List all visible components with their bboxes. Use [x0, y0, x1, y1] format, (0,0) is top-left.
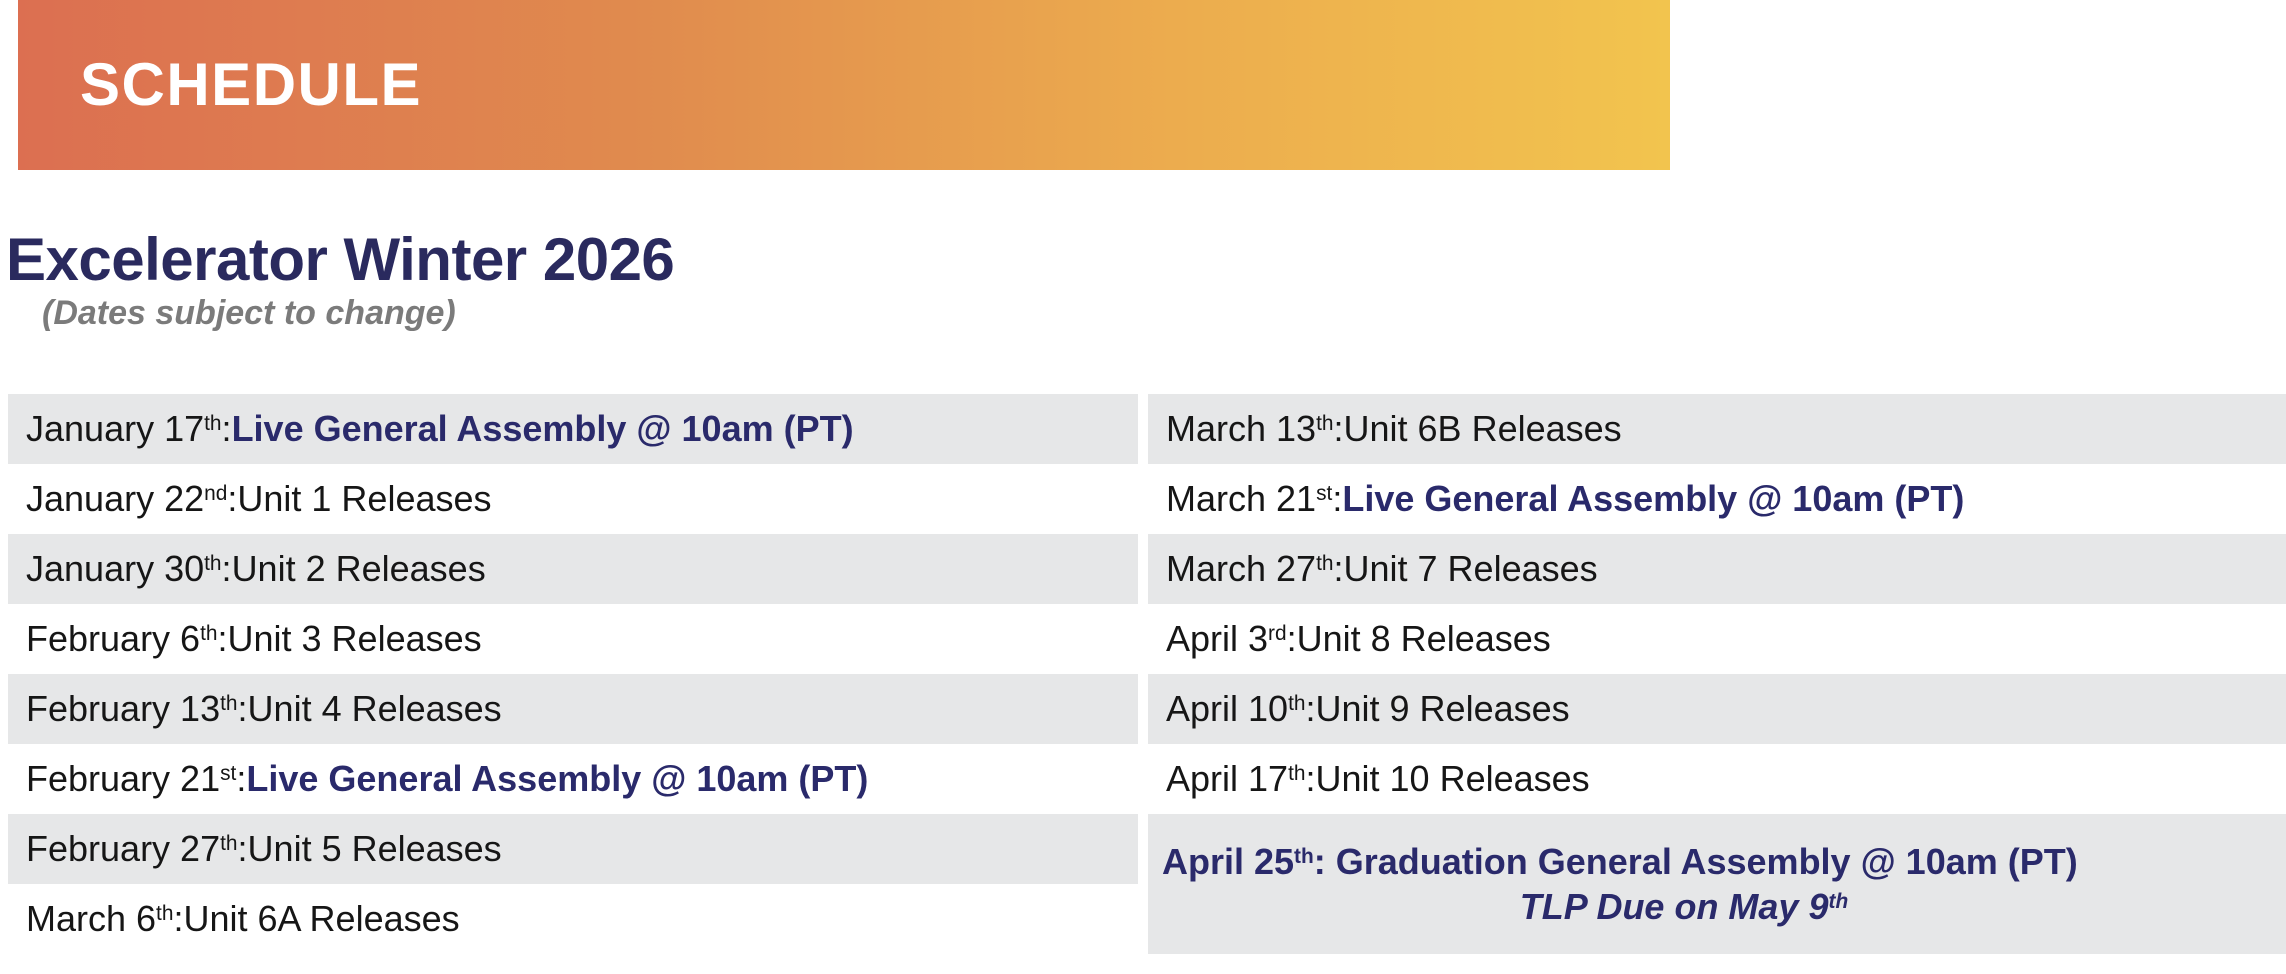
schedule-banner: SCHEDULE: [18, 0, 1670, 170]
date-ordinal-suffix: th: [204, 552, 222, 576]
schedule-row-date: January 17th: [26, 408, 222, 449]
schedule-row-date: March 27th: [1166, 548, 1334, 589]
schedule-column-left: January 17th: Live General Assembly @ 10…: [8, 394, 1138, 954]
schedule-row-graduation: April 25th: Graduation General Assembly …: [1148, 814, 2286, 954]
schedule-row-separator: :: [237, 828, 248, 869]
date-ordinal-suffix: th: [200, 622, 218, 646]
schedule-row-separator: :: [1305, 758, 1316, 799]
schedule-row-event: Unit 8 Releases: [1296, 618, 1551, 659]
page-title: Excelerator Winter 2026: [6, 226, 675, 293]
schedule-row: February 6th: Unit 3 Releases: [8, 604, 1138, 674]
schedule-row: February 27th: Unit 5 Releases: [8, 814, 1138, 884]
schedule-row-event: Unit 2 Releases: [231, 548, 486, 589]
schedule-row: April 17th: Unit 10 Releases: [1148, 744, 2286, 814]
schedule-row: March 21st: Live General Assembly @ 10am…: [1148, 464, 2286, 534]
schedule-row: February 13th: Unit 4 Releases: [8, 674, 1138, 744]
schedule-row-date: January 22nd: [26, 478, 228, 519]
date-ordinal-suffix: th: [1316, 412, 1334, 436]
schedule-row: March 27th: Unit 7 Releases: [1148, 534, 2286, 604]
schedule-row-separator: :: [1333, 408, 1344, 449]
date-ordinal-suffix: th: [156, 902, 174, 926]
schedule-row-event: Unit 7 Releases: [1343, 548, 1598, 589]
date-ordinal-suffix: st: [220, 762, 237, 786]
schedule-row: April 3rd: Unit 8 Releases: [1148, 604, 2286, 674]
date-ordinal-suffix: nd: [204, 482, 228, 506]
schedule-row-date: March 21st: [1166, 478, 1333, 519]
schedule-table: January 17th: Live General Assembly @ 10…: [0, 394, 2286, 954]
graduation-line: April 25th: Graduation General Assembly …: [1162, 839, 2276, 884]
date-ordinal-suffix: th: [220, 832, 238, 856]
schedule-row-separator: :: [1305, 688, 1316, 729]
schedule-row-date: February 21st: [26, 758, 237, 799]
graduation-separator: :: [1313, 841, 1336, 882]
schedule-row-separator: :: [1286, 618, 1297, 659]
schedule-row-event: Unit 1 Releases: [237, 478, 492, 519]
graduation-event: Graduation General Assembly @ 10am (PT): [1335, 841, 2078, 882]
heading-block: Excelerator Winter 2026 (Dates subject t…: [0, 228, 2286, 332]
schedule-row-date: April 3rd: [1166, 618, 1287, 659]
date-ordinal-suffix: th: [1288, 692, 1306, 716]
schedule-row-event: Unit 5 Releases: [247, 828, 502, 869]
schedule-row: February 21st: Live General Assembly @ 1…: [8, 744, 1138, 814]
schedule-row-date: February 13th: [26, 688, 238, 729]
schedule-row-event: Unit 9 Releases: [1315, 688, 1570, 729]
date-ordinal-suffix: th: [1316, 552, 1334, 576]
date-ordinal-suffix: st: [1316, 482, 1333, 506]
schedule-row-separator: :: [236, 758, 247, 799]
date-ordinal-suffix: th: [1288, 762, 1306, 786]
schedule-row-separator: :: [227, 478, 238, 519]
schedule-row: March 6th: Unit 6A Releases: [8, 884, 1138, 954]
schedule-row-date: April 10th: [1166, 688, 1306, 729]
date-ordinal-suffix: th: [204, 412, 222, 436]
schedule-row-event: Unit 6A Releases: [183, 898, 460, 939]
date-ordinal-suffix: th: [1828, 890, 1849, 914]
graduation-date: April 25th: [1162, 841, 1314, 882]
schedule-row: January 30th: Unit 2 Releases: [8, 534, 1138, 604]
schedule-row-event: Live General Assembly @ 10am (PT): [246, 758, 869, 799]
schedule-row-event: Live General Assembly @ 10am (PT): [1342, 478, 1965, 519]
date-ordinal-suffix: th: [220, 692, 238, 716]
schedule-row: January 17th: Live General Assembly @ 10…: [8, 394, 1138, 464]
tlp-due-note: TLP Due on May 9th: [1162, 884, 2276, 929]
schedule-row: April 10th: Unit 9 Releases: [1148, 674, 2286, 744]
tlp-due-text: TLP Due on May 9th: [1519, 886, 1849, 927]
schedule-row-event: Unit 6B Releases: [1343, 408, 1622, 449]
schedule-row-separator: :: [1333, 548, 1344, 589]
schedule-column-right: March 13th: Unit 6B Releases March 21st: …: [1148, 394, 2286, 954]
schedule-row-date: March 13th: [1166, 408, 1334, 449]
schedule-row-event: Unit 3 Releases: [227, 618, 482, 659]
banner-title: SCHEDULE: [80, 51, 423, 118]
schedule-row-separator: :: [173, 898, 184, 939]
schedule-row-date: February 27th: [26, 828, 238, 869]
date-ordinal-suffix: rd: [1268, 622, 1287, 646]
schedule-row-date: April 17th: [1166, 758, 1306, 799]
schedule-row: January 22nd: Unit 1 Releases: [8, 464, 1138, 534]
schedule-row-separator: :: [217, 618, 228, 659]
schedule-row-event: Unit 4 Releases: [247, 688, 502, 729]
schedule-row-date: February 6th: [26, 618, 218, 659]
schedule-row-separator: :: [221, 548, 232, 589]
schedule-row-date: January 30th: [26, 548, 222, 589]
schedule-row-separator: :: [237, 688, 248, 729]
schedule-row-separator: :: [221, 408, 232, 449]
schedule-row-separator: :: [1332, 478, 1343, 519]
date-ordinal-suffix: th: [1294, 845, 1314, 869]
schedule-row: March 13th: Unit 6B Releases: [1148, 394, 2286, 464]
schedule-row-event: Live General Assembly @ 10am (PT): [231, 408, 854, 449]
page-subtitle: (Dates subject to change): [42, 294, 456, 332]
schedule-row-event: Unit 10 Releases: [1315, 758, 1590, 799]
schedule-row-date: March 6th: [26, 898, 174, 939]
